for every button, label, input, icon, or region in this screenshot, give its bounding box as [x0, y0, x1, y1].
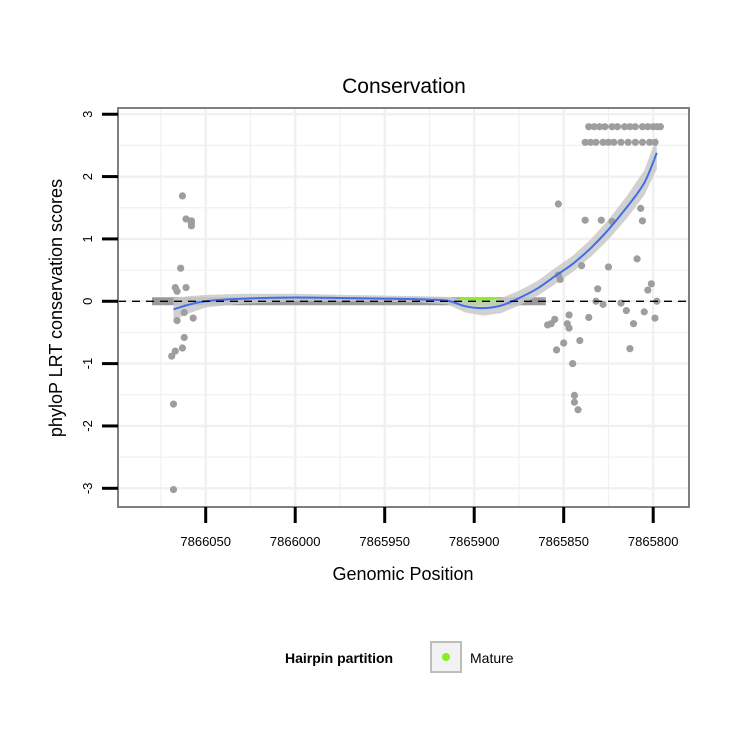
data-point: [178, 344, 187, 352]
data-point: [622, 307, 630, 315]
y-tick-label: -2: [80, 420, 95, 432]
legend-mature-marker: [442, 653, 450, 661]
chart-title: Conservation: [342, 75, 466, 98]
data-point: [644, 286, 652, 294]
x-tick-label: 7865900: [449, 534, 500, 549]
data-point: [178, 192, 187, 200]
data-point: [560, 339, 568, 347]
data-point: [624, 138, 632, 146]
confidence-band: [173, 136, 657, 321]
data-point: [576, 336, 584, 345]
data-point: [169, 400, 178, 408]
data-point: [187, 219, 195, 227]
data-point: [565, 324, 573, 332]
data-point: [585, 313, 593, 322]
data-point: [626, 345, 634, 353]
data-point: [570, 398, 579, 406]
data-point: [574, 406, 582, 414]
data-point: [180, 308, 188, 317]
data-point: [608, 123, 616, 131]
x-axis-ticks: 7866050 7866000 7865950 7865900 7865850 78658…: [180, 507, 679, 549]
y-tick-label: 3: [80, 111, 95, 118]
smooth-fit-line: [173, 152, 658, 311]
data-point: [631, 123, 639, 131]
data-point: [180, 333, 188, 342]
data-point: [590, 123, 598, 131]
y-tick-label: -3: [80, 483, 95, 495]
data-point: [613, 123, 622, 131]
data-point: [644, 123, 652, 131]
data-point: [570, 391, 579, 400]
y-axis-label: phyloP LRT conservation scores: [46, 179, 66, 437]
data-point: [656, 123, 664, 131]
data-point: [592, 138, 600, 146]
data-point: [173, 316, 181, 325]
data-point: [595, 123, 604, 131]
data-point: [594, 285, 602, 293]
data-point: [633, 255, 641, 263]
data-point: [171, 347, 179, 355]
data-point: [169, 485, 178, 494]
x-tick-label: 7865800: [628, 534, 679, 549]
data-point: [569, 360, 577, 368]
data-point: [638, 123, 647, 131]
data-point: [646, 138, 654, 146]
panel-background: [118, 108, 689, 507]
data-point: [189, 314, 197, 322]
data-point: [578, 262, 586, 270]
data-point: [565, 311, 573, 319]
data-point: [631, 138, 639, 146]
data-point: [637, 204, 645, 212]
data-point: [626, 123, 634, 131]
data-point: [610, 138, 618, 146]
data-point: [647, 280, 656, 288]
data-point: [640, 308, 648, 316]
y-tick-label: 0: [80, 298, 95, 305]
y-tick-label: 1: [80, 235, 95, 242]
data-point: [638, 217, 647, 225]
grid-lines: [118, 108, 689, 507]
data-point: [629, 320, 638, 328]
legend-key: [430, 641, 462, 673]
data-point: [586, 138, 595, 146]
y-tick-label: 2: [80, 173, 95, 180]
data-point: [171, 283, 179, 292]
data-point: [168, 352, 176, 360]
data-point: [597, 216, 605, 224]
data-point: [177, 264, 185, 272]
x-tick-label: 7866000: [270, 534, 321, 549]
y-axis-ticks: -3 -2 -1 0 1 2 3: [80, 111, 118, 494]
data-point: [551, 315, 559, 323]
data-point: [581, 216, 589, 224]
data-point: [552, 346, 561, 354]
legend-title: Hairpin partition: [285, 650, 393, 666]
x-tick-label: 7866050: [180, 534, 231, 549]
data-point: [604, 263, 613, 271]
data-point: [620, 123, 629, 131]
data-point: [617, 138, 625, 146]
data-point: [182, 283, 190, 292]
legend-item-mature: Mature: [470, 650, 514, 666]
data-point: [651, 138, 659, 146]
legend: Hairpin partition Mature: [285, 641, 514, 673]
data-point: [554, 200, 562, 208]
plot-panel: 7866050 7866000 7865950 7865900 7865850 78658…: [80, 107, 690, 549]
x-tick-label: 7865850: [538, 534, 589, 549]
data-point: [601, 123, 609, 131]
x-tick-label: 7865950: [359, 534, 410, 549]
data-point: [599, 138, 607, 146]
x-axis-label: Genomic Position: [332, 564, 473, 584]
data-point: [651, 314, 659, 322]
data-point: [599, 300, 607, 308]
panel-border: [117, 107, 690, 508]
data-point: [638, 138, 647, 146]
data-point: [604, 138, 613, 146]
data-point: [585, 123, 593, 131]
y-tick-label: -1: [80, 358, 95, 370]
data-point: [581, 138, 589, 146]
